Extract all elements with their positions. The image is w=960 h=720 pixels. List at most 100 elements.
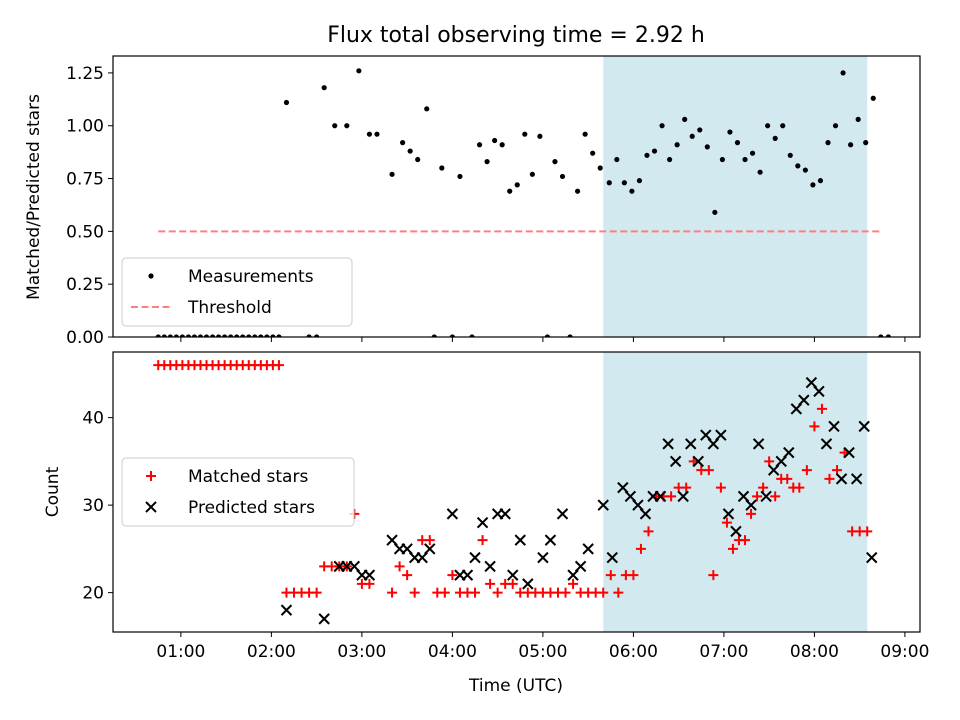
measurement-point	[264, 334, 270, 337]
measurement-point	[537, 133, 543, 139]
predicted-star-point	[499, 508, 511, 520]
measurement-point	[449, 334, 455, 337]
predicted-star-point	[715, 429, 727, 441]
measurement-point	[780, 123, 786, 129]
top-y-tick-label: 0.50	[66, 222, 104, 242]
predicted-star-point	[461, 569, 474, 581]
matched-star-point	[643, 526, 654, 537]
measurement-point	[727, 129, 733, 135]
measurement-point	[885, 334, 891, 337]
measurement-point	[840, 70, 846, 76]
predicted-star-point	[813, 385, 825, 398]
measurement-point	[407, 148, 413, 154]
measurement-point	[314, 334, 320, 337]
predicted-star-point	[722, 508, 735, 520]
measurement-point	[567, 334, 573, 337]
measurement-point	[802, 167, 808, 173]
bottom-y-tick-label: 20	[82, 584, 104, 604]
top-shaded-region	[603, 56, 868, 337]
bottom-y-axis-label: Count	[43, 466, 63, 517]
x-tick-label: 08:00	[790, 642, 839, 662]
measurement-point	[749, 150, 756, 156]
x-tick-label: 06:00	[609, 642, 658, 662]
matched-star-point	[708, 570, 719, 581]
matched-star-point	[801, 465, 812, 476]
measurement-point	[629, 188, 635, 194]
matched-star-point	[613, 587, 624, 598]
matched-star-point	[715, 482, 726, 493]
bottom-y-tick-label: 40	[82, 409, 104, 429]
measurement-point	[161, 334, 167, 337]
measurement-point	[552, 159, 558, 165]
predicted-star-point	[730, 525, 742, 538]
measurement-point	[258, 334, 264, 337]
matched-star-point	[740, 535, 751, 546]
measurement-point	[415, 156, 421, 163]
measurement-point	[597, 165, 603, 171]
matched-star-point	[809, 421, 820, 432]
matched-star-point	[862, 526, 873, 537]
measurement-point	[636, 178, 643, 184]
matched-star-point	[727, 543, 738, 554]
matched-star-point	[477, 535, 488, 546]
measurement-point	[667, 156, 673, 163]
measurement-point	[321, 85, 327, 91]
measurement-point	[606, 180, 612, 186]
predicted-star-point	[835, 473, 848, 485]
x-axis-label: Time (UTC)	[468, 676, 563, 696]
matched-star-point	[816, 403, 827, 414]
top-legend-label: Threshold	[187, 298, 272, 318]
predicted-star-point	[692, 455, 704, 468]
matched-star-point	[703, 465, 714, 476]
measurement-point	[215, 334, 222, 337]
measurement-point	[712, 209, 718, 215]
predicted-star-point	[798, 394, 810, 406]
measurement-point	[240, 334, 246, 337]
measurement-point	[203, 334, 210, 337]
measurement-point	[659, 123, 665, 129]
measurement-point	[590, 150, 596, 156]
matched-star-point	[485, 578, 496, 589]
measurement-point	[522, 131, 528, 137]
predicted-star-point	[514, 534, 526, 546]
measurement-point	[270, 334, 276, 337]
measurement-point	[306, 334, 312, 337]
predicted-star-point	[760, 490, 772, 503]
matched-star-point	[770, 491, 781, 502]
measurement-point	[674, 142, 680, 148]
top-legend-label: Measurements	[188, 267, 314, 287]
predicted-star-point	[582, 543, 594, 555]
measurement-point	[514, 182, 520, 188]
matched-star-point	[782, 473, 793, 484]
count-panel: 20 30 40 01:00 02:00 03:00 04:00 05:00 06:00 07:0…	[82, 351, 929, 662]
matched-star-point	[605, 570, 616, 581]
measurement-point	[742, 156, 748, 163]
matched-star-point	[364, 578, 375, 589]
measurement-point	[757, 169, 763, 175]
measurement-point	[817, 178, 824, 184]
bottom-y-tick-label: 30	[82, 496, 104, 516]
predicted-star-point	[662, 438, 674, 450]
measurement-point	[439, 165, 445, 171]
predicted-star-point	[318, 613, 330, 625]
measurement-point	[209, 334, 216, 337]
measurement-point	[507, 188, 513, 194]
measurement-point	[228, 334, 234, 337]
predicted-star-point	[685, 438, 697, 450]
matched-star-point	[394, 561, 405, 572]
matched-star-point	[666, 491, 677, 502]
predicted-star-point	[858, 420, 870, 433]
measurement-point	[332, 123, 338, 129]
x-tick-label: 07:00	[699, 642, 748, 662]
measurement-point	[469, 334, 475, 337]
predicted-star-point	[677, 490, 689, 503]
predicted-star-point	[280, 604, 293, 616]
measurement-point	[848, 142, 854, 148]
predicted-star-point	[866, 551, 878, 564]
matched-star-point	[387, 587, 398, 598]
measurement-point	[621, 180, 627, 186]
legend-measurements-marker	[148, 273, 154, 279]
measurement-point	[492, 137, 498, 144]
top-y-axis-label: Matched/Predicted stars	[24, 94, 44, 300]
